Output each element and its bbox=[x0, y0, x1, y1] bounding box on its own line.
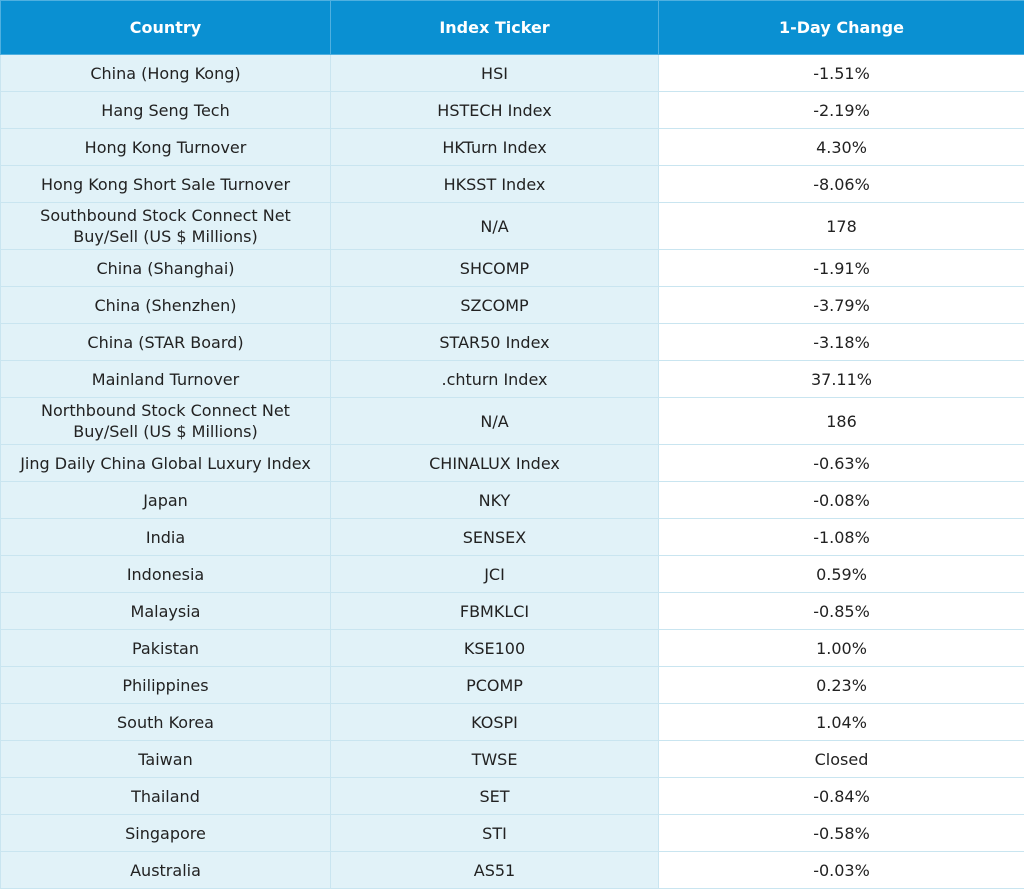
table-cell: N/A bbox=[330, 202, 659, 250]
table-row: Hong Kong Turnover HKTurn Index 4.30% bbox=[0, 128, 1024, 166]
table-cell: China (Shanghai) bbox=[0, 249, 331, 287]
table-cell: SENSEX bbox=[330, 518, 659, 556]
table-header: Country Index Ticker 1-Day Change bbox=[0, 0, 1024, 55]
table-cell: -1.91% bbox=[658, 249, 1024, 287]
table-cell: STAR50 Index bbox=[330, 323, 659, 361]
table-cell: 4.30% bbox=[658, 128, 1024, 166]
table-row: Indonesia JCI 0.59% bbox=[0, 555, 1024, 593]
table-row: China (Shenzhen) SZCOMP -3.79% bbox=[0, 286, 1024, 324]
table-cell: China (Hong Kong) bbox=[0, 54, 331, 92]
table-cell: -3.18% bbox=[658, 323, 1024, 361]
table-row: Northbound Stock Connect Net Buy/Sell (U… bbox=[0, 397, 1024, 445]
table-cell: Northbound Stock Connect Net Buy/Sell (U… bbox=[0, 397, 331, 445]
table-cell: Southbound Stock Connect Net Buy/Sell (U… bbox=[0, 202, 331, 250]
table-cell: South Korea bbox=[0, 703, 331, 741]
table-row: Australia AS51 -0.03% bbox=[0, 851, 1024, 889]
table-cell: JCI bbox=[330, 555, 659, 593]
table-cell: Indonesia bbox=[0, 555, 331, 593]
table-row: Singapore STI -0.58% bbox=[0, 814, 1024, 852]
table-cell: PCOMP bbox=[330, 666, 659, 704]
table-row: China (STAR Board) STAR50 Index -3.18% bbox=[0, 323, 1024, 361]
table-cell: HKTurn Index bbox=[330, 128, 659, 166]
table-row: Pakistan KSE100 1.00% bbox=[0, 629, 1024, 667]
table-cell: 0.23% bbox=[658, 666, 1024, 704]
table-cell: Closed bbox=[658, 740, 1024, 778]
table-row: India SENSEX -1.08% bbox=[0, 518, 1024, 556]
table-cell: Australia bbox=[0, 851, 331, 889]
table-row: Hong Kong Short Sale Turnover HKSST Index… bbox=[0, 165, 1024, 203]
table-row: Mainland Turnover .chturn Index 37.11% bbox=[0, 360, 1024, 398]
table-row: Taiwan TWSE Closed bbox=[0, 740, 1024, 778]
table-cell: 1.00% bbox=[658, 629, 1024, 667]
table-row: China (Shanghai) SHCOMP -1.91% bbox=[0, 249, 1024, 287]
table-cell: KOSPI bbox=[330, 703, 659, 741]
table-cell: -1.08% bbox=[658, 518, 1024, 556]
table-body: China (Hong Kong) HSI -1.51% Hang Seng Tech… bbox=[0, 54, 1024, 889]
table-row: Hang Seng Tech HSTECH Index -2.19% bbox=[0, 91, 1024, 129]
table-cell: HKSST Index bbox=[330, 165, 659, 203]
table-cell: HSTECH Index bbox=[330, 91, 659, 129]
table-cell: Japan bbox=[0, 481, 331, 519]
table-cell: SZCOMP bbox=[330, 286, 659, 324]
header-cell: Country bbox=[0, 0, 331, 55]
table-cell: -0.58% bbox=[658, 814, 1024, 852]
table-cell: -0.08% bbox=[658, 481, 1024, 519]
table-cell: China (STAR Board) bbox=[0, 323, 331, 361]
table-cell: CHINALUX Index bbox=[330, 444, 659, 482]
table-row: Japan NKY -0.08% bbox=[0, 481, 1024, 519]
table-cell: SET bbox=[330, 777, 659, 815]
table-row: Philippines PCOMP 0.23% bbox=[0, 666, 1024, 704]
table-cell: Hong Kong Short Sale Turnover bbox=[0, 165, 331, 203]
table-cell: SHCOMP bbox=[330, 249, 659, 287]
table-row: China (Hong Kong) HSI -1.51% bbox=[0, 54, 1024, 92]
table-cell: Taiwan bbox=[0, 740, 331, 778]
table-cell: Pakistan bbox=[0, 629, 331, 667]
table-cell: 0.59% bbox=[658, 555, 1024, 593]
header-cell: 1-Day Change bbox=[658, 0, 1024, 55]
table-cell: Hong Kong Turnover bbox=[0, 128, 331, 166]
header-cell: Index Ticker bbox=[330, 0, 659, 55]
table-cell: Singapore bbox=[0, 814, 331, 852]
header-row: Country Index Ticker 1-Day Change bbox=[0, 0, 1024, 55]
table-cell: FBMKLCI bbox=[330, 592, 659, 630]
table-cell: 37.11% bbox=[658, 360, 1024, 398]
table-row: Southbound Stock Connect Net Buy/Sell (U… bbox=[0, 202, 1024, 250]
table-cell: KSE100 bbox=[330, 629, 659, 667]
table-cell: -0.85% bbox=[658, 592, 1024, 630]
table-cell: -1.51% bbox=[658, 54, 1024, 92]
table-cell: AS51 bbox=[330, 851, 659, 889]
table-row: Thailand SET -0.84% bbox=[0, 777, 1024, 815]
table-cell: TWSE bbox=[330, 740, 659, 778]
table-cell: -0.63% bbox=[658, 444, 1024, 482]
table-cell: Thailand bbox=[0, 777, 331, 815]
table-cell: -3.79% bbox=[658, 286, 1024, 324]
table-cell: China (Shenzhen) bbox=[0, 286, 331, 324]
table-cell: Malaysia bbox=[0, 592, 331, 630]
table-cell: NKY bbox=[330, 481, 659, 519]
table-cell: .chturn Index bbox=[330, 360, 659, 398]
table-cell: Hang Seng Tech bbox=[0, 91, 331, 129]
table-cell: -8.06% bbox=[658, 165, 1024, 203]
table-cell: India bbox=[0, 518, 331, 556]
table-cell: Philippines bbox=[0, 666, 331, 704]
table-row: South Korea KOSPI 1.04% bbox=[0, 703, 1024, 741]
table-cell: 1.04% bbox=[658, 703, 1024, 741]
table-cell: 178 bbox=[658, 202, 1024, 250]
table-cell: HSI bbox=[330, 54, 659, 92]
table-cell: -0.03% bbox=[658, 851, 1024, 889]
table-cell: Jing Daily China Global Luxury Index bbox=[0, 444, 331, 482]
table-cell: N/A bbox=[330, 397, 659, 445]
table-cell: Mainland Turnover bbox=[0, 360, 331, 398]
table-row: Malaysia FBMKLCI -0.85% bbox=[0, 592, 1024, 630]
table-row: Jing Daily China Global Luxury Index CHIN… bbox=[0, 444, 1024, 482]
table-cell: 186 bbox=[658, 397, 1024, 445]
table-cell: -0.84% bbox=[658, 777, 1024, 815]
table-cell: -2.19% bbox=[658, 91, 1024, 129]
table-cell: STI bbox=[330, 814, 659, 852]
